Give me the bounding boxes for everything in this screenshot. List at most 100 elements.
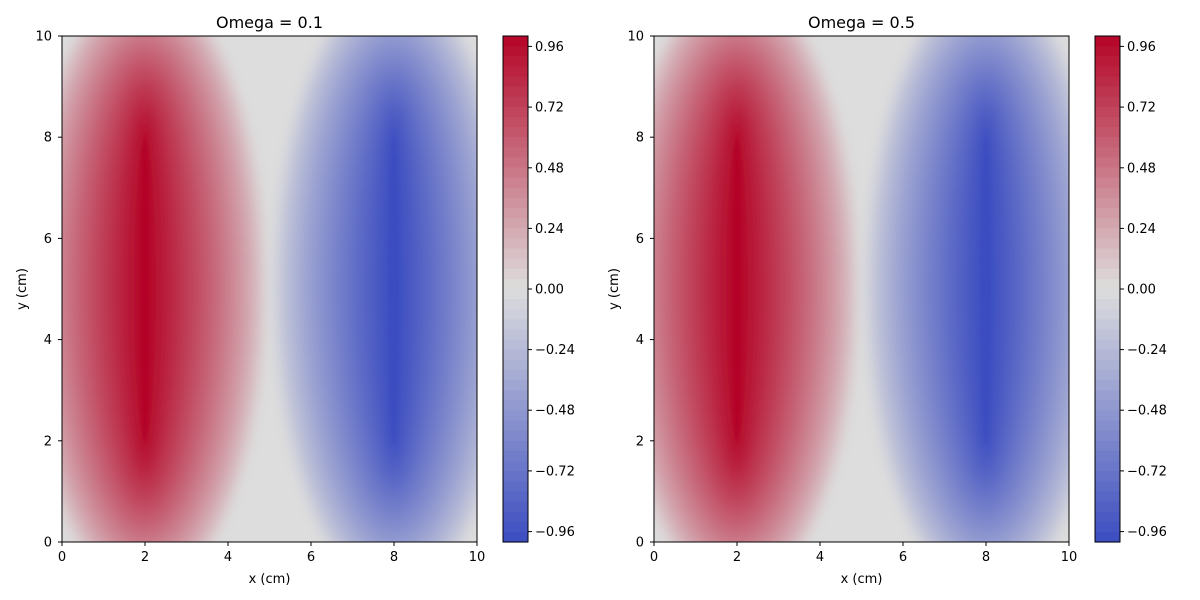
- colorbar-tick: −0.24: [528, 343, 575, 358]
- colorbar-band: [1095, 157, 1120, 169]
- colorbar-band: [503, 96, 528, 108]
- colorbar-band: [1095, 268, 1120, 280]
- colorbar-band: [503, 177, 528, 189]
- x-tick: 2: [733, 542, 741, 565]
- colorbar-band: [1095, 116, 1120, 128]
- x-tick: 2: [141, 542, 149, 565]
- y-tick-label: 8: [636, 131, 644, 146]
- y-tick-label: 8: [44, 131, 52, 146]
- colorbar-band: [1095, 137, 1120, 148]
- colorbar-band: [503, 309, 528, 320]
- colorbar-tick: −0.96: [1120, 525, 1167, 540]
- y-axis-label: y (cm): [15, 268, 30, 310]
- colorbar: 0.96 0.72 0.48 0.24 0.00 −0.24 −0.48 −0.…: [502, 35, 575, 543]
- y-axis: 0 2 4 6 8 10 y (cm): [15, 30, 62, 551]
- colorbar-band: [503, 349, 528, 361]
- x-tick-label: 8: [982, 550, 990, 565]
- y-tick-label: 6: [44, 232, 52, 247]
- colorbar-band: [503, 258, 528, 270]
- colorbar-band: [1095, 471, 1120, 482]
- colorbar-tick-label: 0.48: [535, 161, 564, 176]
- x-axis-label: x (cm): [249, 572, 291, 587]
- colorbar-band: [503, 289, 528, 300]
- colorbar-band: [503, 248, 528, 260]
- heatmap-field: [62, 36, 477, 542]
- plot-frame: [653, 35, 1070, 543]
- x-tick-label: 4: [224, 550, 232, 565]
- x-tick-label: 6: [307, 550, 315, 565]
- peak-core: [732, 131, 742, 447]
- colorbar-band: [1095, 127, 1120, 138]
- chart-title: Omega = 0.5: [808, 13, 915, 32]
- colorbar-tick: −0.48: [528, 404, 575, 419]
- colorbar-tick: 0.00: [528, 283, 564, 298]
- colorbar-band: [503, 208, 528, 219]
- colorbar-band: [503, 380, 528, 391]
- x-tick: 0: [650, 542, 658, 565]
- x-tick: 6: [307, 542, 315, 565]
- colorbar-band: [1095, 359, 1120, 371]
- y-tick: 4: [44, 333, 62, 348]
- y-tick: 10: [35, 30, 62, 45]
- colorbar-band: [503, 491, 528, 503]
- colorbar-band: [1095, 329, 1120, 341]
- colorbar-band: [1095, 56, 1120, 67]
- colorbar-band: [1095, 96, 1120, 108]
- colorbar-band: [1095, 309, 1120, 320]
- heatmap-plot-area: [653, 35, 1070, 543]
- colorbar-tick: 0.96: [1120, 40, 1156, 55]
- colorbar-band: [503, 86, 528, 98]
- colorbar-band: [503, 369, 528, 381]
- colorbar-band: [503, 66, 528, 78]
- x-tick: 4: [224, 542, 232, 565]
- y-tick: 8: [44, 131, 62, 146]
- colorbar-band: [503, 410, 528, 422]
- y-tick-label: 0: [44, 536, 52, 551]
- colorbar-band: [503, 46, 528, 57]
- colorbar-tick: 0.24: [528, 222, 564, 237]
- colorbar-band: [1095, 177, 1120, 189]
- colorbar-band: [503, 359, 528, 371]
- y-tick: 8: [636, 131, 654, 146]
- colorbar-band: [503, 471, 528, 482]
- x-axis: 0 2 4 6 8 10 x (cm): [58, 542, 485, 587]
- colorbar-band: [503, 299, 528, 310]
- colorbar-tick: −0.72: [1120, 464, 1167, 479]
- colorbar-tick: −0.24: [1120, 343, 1167, 358]
- colorbar-band: [1095, 491, 1120, 503]
- colorbar-band: [503, 228, 528, 239]
- y-tick-label: 2: [636, 434, 644, 449]
- x-tick: 8: [982, 542, 990, 565]
- colorbar-band: [503, 430, 528, 442]
- x-tick: 8: [390, 542, 398, 565]
- chart-title: Omega = 0.1: [216, 13, 323, 32]
- colorbar-band: [1095, 218, 1120, 229]
- colorbar-band: [1095, 86, 1120, 98]
- colorbar-band: [503, 461, 528, 472]
- y-axis: 0 2 4 6 8 10 y (cm): [607, 30, 654, 551]
- colorbar-tick-label: −0.24: [535, 343, 575, 358]
- colorbar-tick-label: −0.72: [535, 464, 575, 479]
- x-tick-label: 0: [58, 550, 66, 565]
- colorbar: 0.96 0.72 0.48 0.24 0.00 −0.24 −0.48 −0.…: [1094, 35, 1167, 543]
- colorbar-band: [503, 501, 528, 513]
- colorbar-band: [1095, 440, 1120, 452]
- colorbar-band: [1095, 36, 1120, 47]
- colorbar-band: [1095, 258, 1120, 270]
- colorbar-band: [1095, 319, 1120, 331]
- colorbar-band: [1095, 521, 1120, 533]
- colorbar-band: [1095, 187, 1120, 199]
- colorbar-band: [1095, 531, 1120, 543]
- colorbar-band: [503, 147, 528, 159]
- colorbar-band: [503, 167, 528, 179]
- plot-frame: [61, 35, 478, 543]
- colorbar-band: [1095, 339, 1120, 351]
- heatmap-field: [654, 36, 1069, 542]
- colorbar-tick-label: 0.00: [1127, 283, 1156, 298]
- colorbar-tick-label: −0.72: [1127, 464, 1167, 479]
- chart-panel-1: Omega = 0.1 0 2 4 6 8 10 x (cm) 0 2 4 6 …: [15, 13, 575, 587]
- colorbar-tick: 0.48: [1120, 161, 1156, 176]
- colorbar-tick: 0.72: [1120, 101, 1156, 116]
- x-tick: 10: [1061, 542, 1077, 565]
